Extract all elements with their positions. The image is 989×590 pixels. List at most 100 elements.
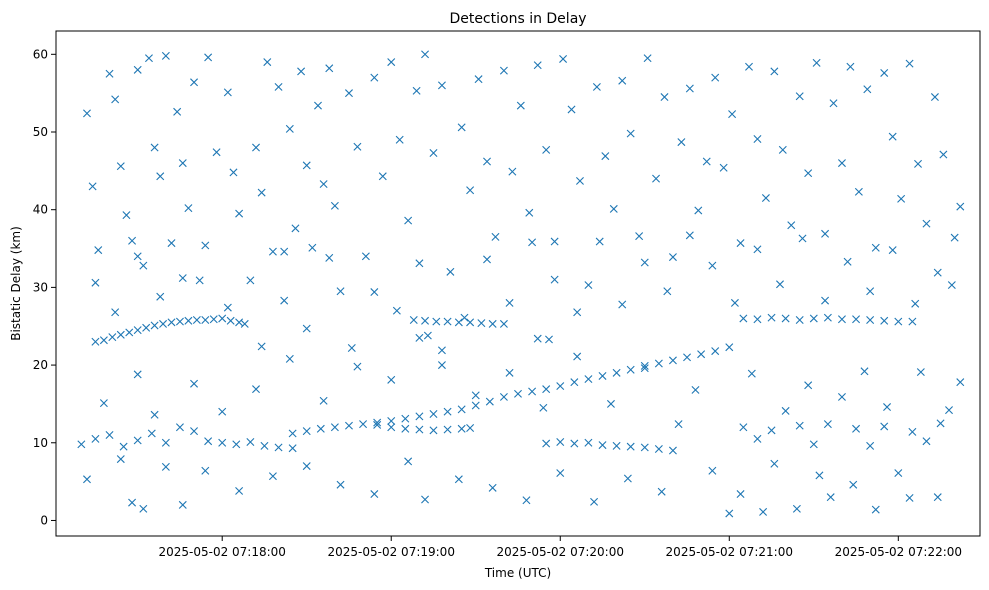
data-point (443, 425, 452, 434)
data-point (91, 278, 100, 287)
data-point (415, 412, 424, 421)
data-point (584, 438, 593, 447)
data-point (668, 446, 677, 455)
data-point (268, 472, 277, 481)
data-point (280, 296, 289, 305)
data-point (387, 58, 396, 67)
data-point (640, 361, 649, 370)
data-point (471, 391, 480, 400)
data-point (685, 231, 694, 240)
data-point (156, 172, 165, 181)
data-point (657, 487, 666, 496)
data-point (437, 361, 446, 370)
data-point (316, 424, 325, 433)
data-point (229, 168, 238, 177)
data-point (167, 318, 176, 327)
data-point (353, 362, 362, 371)
data-point (82, 475, 91, 484)
data-point (826, 493, 835, 502)
data-point (643, 54, 652, 63)
data-point (945, 406, 954, 415)
data-point (792, 504, 801, 513)
data-point (412, 86, 421, 95)
data-point (846, 62, 855, 71)
data-point (933, 268, 942, 277)
data-point (652, 174, 661, 183)
data-point (99, 336, 108, 345)
data-point (736, 490, 745, 499)
data-point (933, 493, 942, 502)
data-point (778, 145, 787, 154)
data-point (252, 143, 261, 152)
data-point (133, 326, 142, 335)
data-point (235, 209, 244, 218)
data-point (936, 419, 945, 428)
data-point (133, 370, 142, 379)
data-point (319, 180, 328, 189)
data-point (905, 493, 914, 502)
data-point (105, 69, 114, 78)
data-point (916, 368, 925, 377)
data-point (612, 368, 621, 377)
data-point (235, 486, 244, 495)
data-point (252, 385, 261, 394)
plot-frame (55, 30, 981, 537)
data-point (860, 367, 869, 376)
data-point (767, 313, 776, 322)
data-point (837, 159, 846, 168)
data-point (691, 385, 700, 394)
data-point (725, 509, 734, 518)
data-point (246, 438, 255, 446)
data-point (274, 443, 283, 452)
data-point (454, 318, 463, 327)
data-point (344, 421, 353, 430)
data-point (378, 172, 387, 181)
data-point (809, 440, 818, 449)
data-point (195, 276, 204, 285)
data-point (516, 101, 525, 110)
data-point (161, 462, 170, 471)
data-point (454, 475, 463, 484)
data-point (753, 434, 762, 443)
data-point (457, 123, 466, 132)
data-point (660, 93, 669, 102)
data-point (770, 459, 779, 468)
data-point (167, 239, 176, 248)
data-point (218, 438, 227, 447)
data-point (274, 82, 283, 91)
data-point (804, 169, 813, 178)
data-point (573, 308, 582, 317)
data-point (466, 318, 475, 327)
data-point (525, 208, 534, 217)
data-point (423, 331, 432, 340)
data-point (190, 427, 199, 436)
data-point (246, 276, 255, 285)
data-point (880, 316, 889, 325)
data-point (184, 316, 193, 325)
data-point (437, 81, 446, 90)
data-point (432, 317, 441, 326)
data-point (257, 342, 266, 351)
data-point (302, 324, 311, 333)
data-point (626, 129, 635, 138)
data-point (592, 82, 601, 91)
data-point (133, 436, 142, 445)
data-point (88, 182, 97, 191)
data-point (370, 288, 379, 297)
data-point (897, 194, 906, 203)
data-point (542, 145, 551, 154)
data-point (466, 424, 475, 432)
data-point (150, 410, 159, 419)
data-point (99, 399, 108, 408)
data-point (514, 389, 522, 398)
data-point (77, 440, 86, 449)
data-point (640, 443, 649, 452)
data-point (144, 54, 153, 63)
data-point (466, 186, 475, 195)
data-point (175, 423, 184, 432)
data-point (866, 316, 875, 325)
data-point (711, 347, 720, 356)
data-point (91, 434, 100, 443)
data-point (922, 219, 931, 228)
data-point (823, 420, 832, 429)
